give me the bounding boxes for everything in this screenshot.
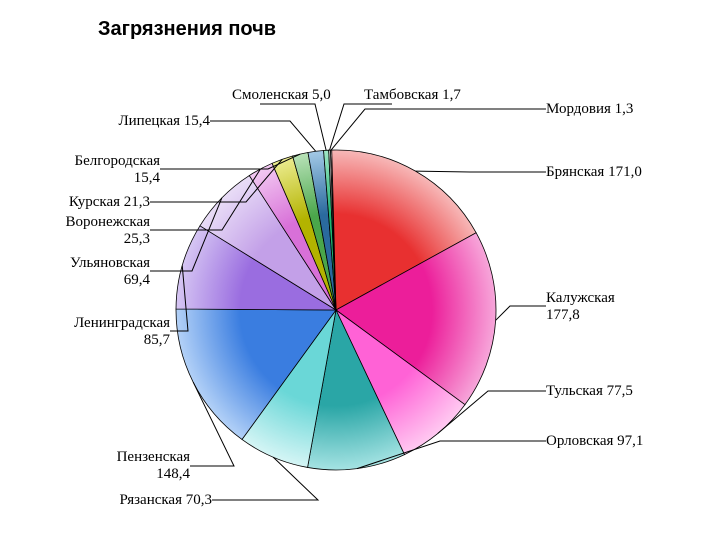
slice-label: Белгородская 15,4: [74, 153, 160, 188]
slice-label: Рязанская 70,3: [119, 492, 212, 509]
slice-label: Ленинградская 85,7: [74, 315, 170, 350]
slice-label: Тамбовская 1,7: [364, 87, 461, 104]
slice-label: Липецкая 15,4: [118, 113, 210, 130]
leader-line: [330, 104, 392, 150]
slice-label: Воронежская 25,3: [65, 214, 150, 249]
slice-label: Пензенская 148,4: [117, 449, 190, 484]
leader-line: [260, 104, 326, 150]
slice-label: Тульская 77,5: [546, 383, 633, 400]
leader-line: [496, 306, 546, 320]
slice-label: Курская 21,3: [69, 194, 150, 211]
slice-label: Ульяновская 69,4: [70, 255, 150, 290]
slice-label: Смоленская 5,0: [232, 87, 331, 104]
leader-line: [331, 109, 546, 150]
slice-label: Брянская 171,0: [546, 164, 642, 181]
leader-line: [210, 121, 316, 151]
leader-line: [416, 171, 546, 172]
slice-label: Мордовия 1,3: [546, 101, 633, 118]
slice-label: Орловская 97,1: [546, 433, 643, 450]
slice-label: Калужская 177,8: [546, 290, 615, 325]
